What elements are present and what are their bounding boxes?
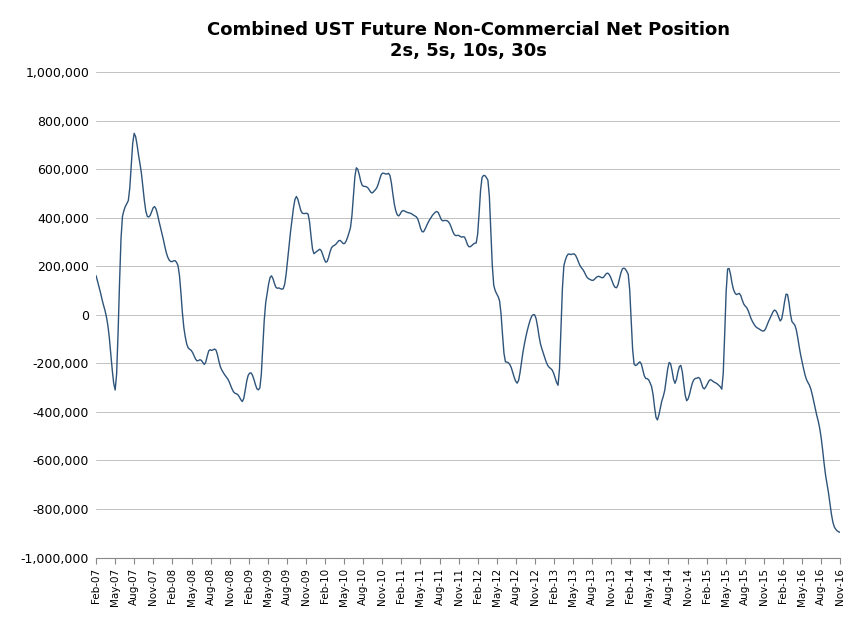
Title: Combined UST Future Non-Commercial Net Position
2s, 5s, 10s, 30s: Combined UST Future Non-Commercial Net P… [207, 21, 730, 60]
